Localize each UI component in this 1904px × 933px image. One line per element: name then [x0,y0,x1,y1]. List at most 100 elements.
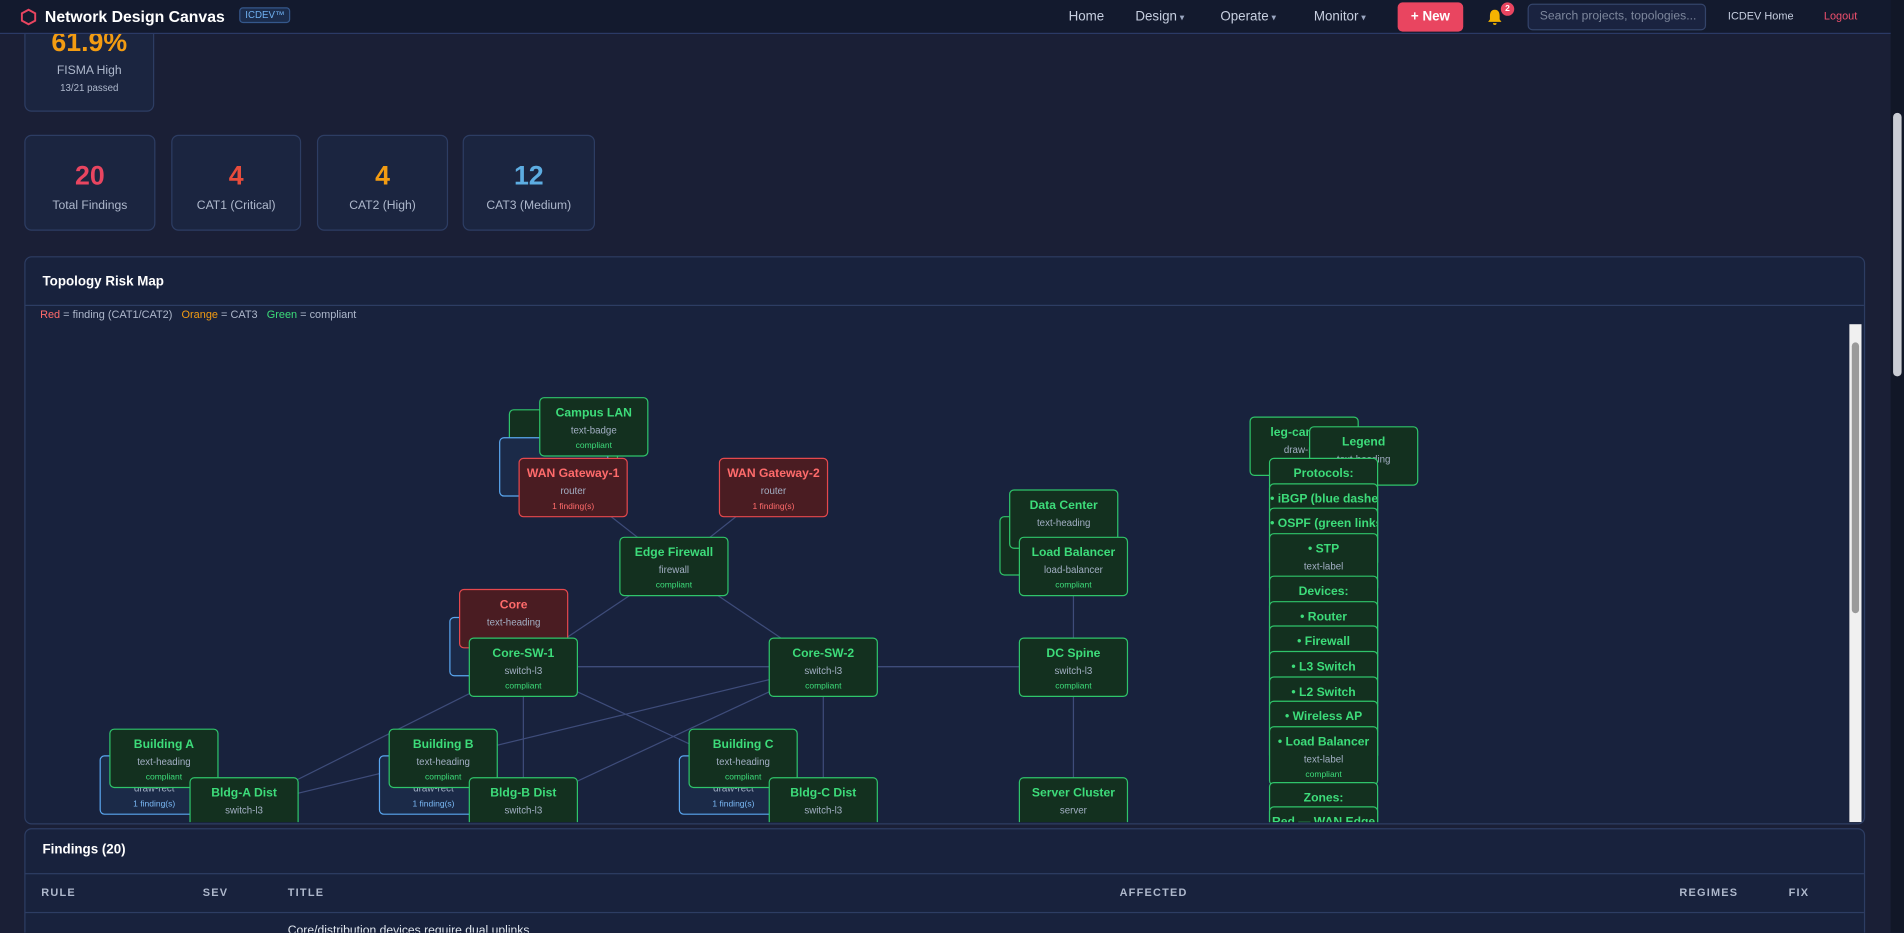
node-label: Legend [1342,435,1386,450]
brand-icon [20,8,37,26]
stat-card: 12 CAT3 (Medium) [462,134,596,231]
node-type: text-heading [137,756,191,768]
column-header[interactable]: SEV [202,886,229,899]
topology-node[interactable]: WAN Gateway-1 router 1 finding(s) [518,457,628,518]
topology-node[interactable]: DC Spine switch-l3 compliant [1018,637,1129,698]
topology-node[interactable]: Server Cluster server [1018,777,1129,823]
node-label: Bldg-A Dist [211,786,277,801]
stat-label: CAT2 (High) [349,199,416,213]
node-type: load-balancer [1043,564,1103,576]
nav-operate[interactable]: Operate [1220,10,1276,25]
nav-design[interactable]: Design [1135,10,1184,25]
search-input[interactable]: Search projects, topologies... [1527,3,1707,31]
compliance-passed: 13/21 passed [60,82,119,94]
node-type: text-heading [1036,517,1091,529]
page-scrollbar-thumb[interactable] [1893,112,1902,377]
node-status: 1 finding(s) [552,502,595,512]
node-type: switch-l3 [804,665,843,677]
stat-label: Total Findings [52,199,128,213]
topology-node[interactable]: Campus LAN text-badge compliant [539,397,649,457]
node-label: Building C [712,738,774,752]
node-label: Data Center [1029,499,1098,513]
topology-node[interactable]: Red — WAN Edge [1268,806,1379,823]
stat-card: 4 CAT2 (High) [316,134,449,231]
node-type: switch-l3 [504,805,543,817]
divider [25,304,1864,307]
node-label: Server Cluster [1031,786,1115,801]
canvas-scrollbar-thumb[interactable] [1851,342,1860,614]
brand-badge: ICDEV™ [239,7,291,24]
node-label: • Router [1300,610,1347,625]
node-status: compliant [805,682,842,691]
findings-panel: Findings (20) [24,828,1866,933]
node-status: 1 finding(s) [712,800,755,809]
column-header[interactable]: RULE [41,886,76,899]
topology-node[interactable]: Building B text-heading compliant [388,728,498,789]
brand-title[interactable]: Network Design Canvas [44,7,225,26]
topology-node[interactable]: WAN Gateway-2 router 1 finding(s) [718,457,829,518]
node-type: router [760,485,787,497]
bell-icon[interactable] [1486,9,1503,26]
notification-count: 2 [1500,2,1515,16]
icdev-home-link[interactable]: ICDEV Home [1727,9,1794,22]
divider [25,873,1864,875]
stat-value: 20 [74,160,105,191]
node-label: • L3 Switch [1291,660,1356,674]
risk-legend: Red = finding (CAT1/CAT2) Orange = CAT3 … [40,308,356,320]
node-status: 1 finding(s) [412,800,455,809]
topology-panel: Topology Risk Map Red = finding (CAT1/CA… [24,256,1866,825]
new-button[interactable]: + New [1397,2,1464,32]
node-status: compliant [1055,581,1092,591]
topology-node[interactable]: Edge Firewall firewall compliant [619,536,729,597]
stat-card: 4 CAT1 (Critical) [171,134,302,231]
node-type: text-label [1303,754,1344,766]
topology-node[interactable]: Bldg-C Dist switch-l3 [768,777,878,823]
topology-node[interactable]: Building C text-heading compliant [688,728,798,789]
column-header[interactable]: TITLE [287,886,325,899]
node-type: switch-l3 [1054,665,1093,677]
node-status: compliant [145,773,183,783]
node-label: Core-SW-1 [492,647,555,661]
node-status: compliant [425,773,462,783]
topology-node[interactable]: Bldg-B Dist switch-l3 [468,777,579,823]
legend-text: = compliant [300,308,357,321]
stat-value: 12 [513,160,544,191]
stat-card: 20 Total Findings [24,134,156,231]
nav-monitor[interactable]: Monitor [1314,10,1366,25]
topology-node[interactable]: • Load Balancer text-label compliant [1268,726,1379,786]
node-status: compliant [655,581,693,591]
topology-node[interactable]: Bldg-A Dist switch-l3 [189,777,299,823]
topology-node[interactable]: Core-SW-1 switch-l3 compliant [468,637,579,698]
node-label: Core [499,598,528,613]
column-header[interactable]: AFFECTED [1119,886,1188,899]
node-status: compliant [575,442,612,451]
node-type: firewall [658,564,690,576]
node-label: • Wireless AP [1284,710,1363,724]
node-label: WAN Gateway-2 [727,467,820,481]
legend-text: = CAT3 [221,308,258,321]
node-type: draw-rect [413,783,454,795]
node-type: text-heading [716,756,770,768]
topology-node[interactable]: Core-SW-2 switch-l3 compliant [768,637,878,698]
node-status: 1 finding(s) [133,800,176,809]
node-type: switch-l3 [225,805,263,817]
topology-canvas[interactable]: Campus LAN text-badge compliant WAN Gateway… [26,324,1850,823]
node-type: router [560,485,586,497]
logout-link[interactable]: Logout [1823,9,1858,22]
legend-key: Green [266,308,298,321]
node-label: • L2 Switch [1291,686,1356,700]
finding-title: Core/distribution devices require dual u… [287,924,530,933]
node-type: draw-rect [133,783,175,795]
node-label: WAN Gateway-1 [526,467,620,481]
column-header[interactable]: FIX [1788,886,1810,899]
node-label: Core-SW-2 [792,647,855,661]
stat-value: 4 [375,160,390,191]
navbar: Network Design Canvas ICDEV™ Home Design… [0,0,1891,35]
topology-node[interactable]: Load Balancer load-balancer compliant [1018,536,1129,597]
nav-home[interactable]: Home [1068,9,1105,25]
column-header[interactable]: REGIMES [1679,886,1739,899]
node-type: switch-l3 [504,665,543,677]
legend-key: Orange [181,308,219,321]
node-type: draw-rect [1283,444,1325,456]
